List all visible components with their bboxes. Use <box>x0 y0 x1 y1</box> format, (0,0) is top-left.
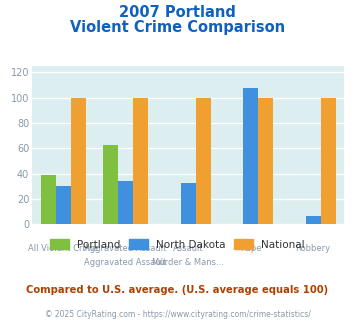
Legend: Portland, North Dakota, National: Portland, North Dakota, National <box>46 235 309 254</box>
Bar <box>196 98 211 224</box>
Bar <box>181 182 196 224</box>
Bar <box>133 98 148 224</box>
Bar <box>71 98 86 224</box>
Text: Murder & Mans...: Murder & Mans... <box>152 258 224 267</box>
Text: © 2025 CityRating.com - https://www.cityrating.com/crime-statistics/: © 2025 CityRating.com - https://www.city… <box>45 310 310 319</box>
Bar <box>258 98 273 224</box>
Text: Compared to U.S. average. (U.S. average equals 100): Compared to U.S. average. (U.S. average … <box>26 285 329 295</box>
Bar <box>56 186 71 224</box>
Bar <box>118 181 133 224</box>
Bar <box>243 87 258 224</box>
Text: Rape: Rape <box>240 244 261 253</box>
Text: Aggravated Assault: Aggravated Assault <box>84 258 167 267</box>
Text: Violent Crime Comparison: Violent Crime Comparison <box>70 20 285 35</box>
Bar <box>41 175 56 224</box>
Text: Aggravated Assault: Aggravated Assault <box>84 244 167 253</box>
Text: 2007 Portland: 2007 Portland <box>119 5 236 20</box>
Bar <box>306 215 321 224</box>
Bar <box>321 98 335 224</box>
Text: Assault: Assault <box>173 244 203 253</box>
Bar <box>103 145 118 224</box>
Text: All Violent Crime: All Violent Crime <box>28 244 98 253</box>
Text: Robbery: Robbery <box>296 244 331 253</box>
